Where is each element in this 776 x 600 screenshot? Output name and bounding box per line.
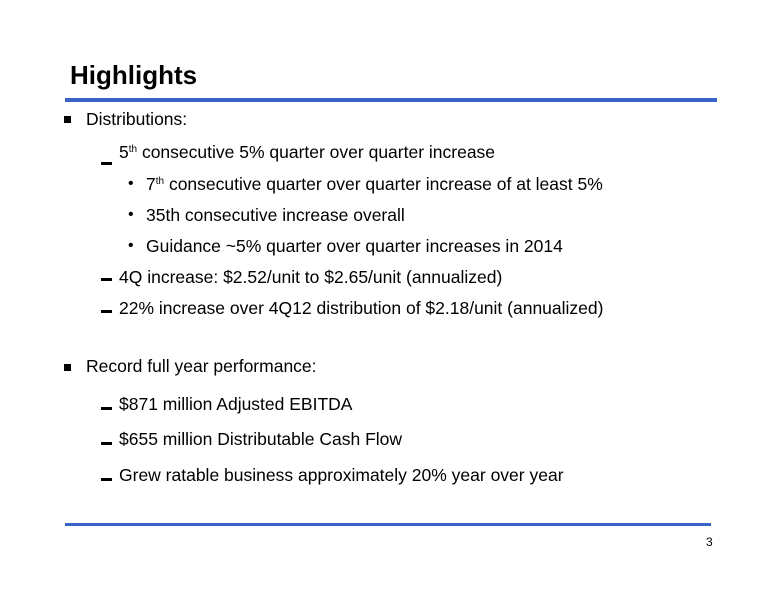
slide-title: Highlights	[70, 60, 198, 90]
dash-bullet-icon	[101, 162, 112, 165]
list-item: $871 million Adjusted EBITDA	[119, 394, 353, 414]
dash-bullet-icon	[101, 442, 112, 445]
dot-bullet-icon: •	[128, 237, 134, 254]
list-item: 7th consecutive quarter over quarter inc…	[146, 174, 603, 194]
title-divider	[65, 98, 717, 102]
list-item: Guidance ~5% quarter over quarter increa…	[146, 236, 563, 256]
dot-bullet-icon: •	[128, 175, 134, 192]
list-item: Grew ratable business approximately 20% …	[119, 465, 564, 485]
dash-bullet-icon	[101, 278, 112, 281]
dash-bullet-icon	[101, 478, 112, 481]
page-number: 3	[706, 535, 713, 549]
footer-divider	[65, 523, 711, 526]
section-heading-performance: Record full year performance:	[86, 356, 317, 376]
list-item: 35th consecutive increase overall	[146, 205, 405, 225]
list-item: 5th consecutive 5% quarter over quarter …	[119, 142, 496, 162]
list-item: 22% increase over 4Q12 distribution of $…	[119, 298, 604, 318]
list-item: 4Q increase: $2.52/unit to $2.65/unit (a…	[119, 267, 503, 287]
dash-bullet-icon	[101, 310, 112, 313]
square-bullet-icon	[64, 364, 71, 371]
section-heading-distributions: Distributions:	[86, 109, 188, 129]
dot-bullet-icon: •	[128, 206, 134, 223]
dash-bullet-icon	[101, 407, 112, 410]
list-item: $655 million Distributable Cash Flow	[119, 429, 403, 449]
square-bullet-icon	[64, 116, 71, 123]
